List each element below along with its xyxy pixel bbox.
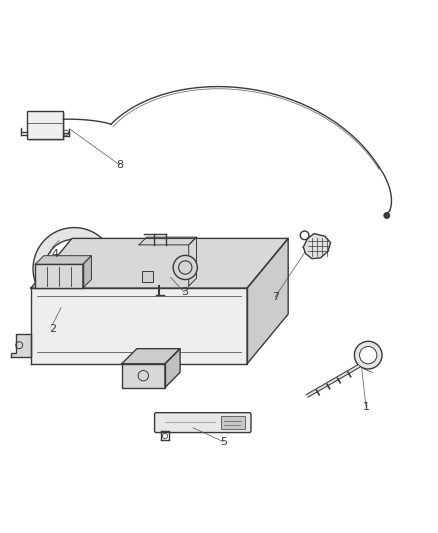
Bar xyxy=(147,237,197,278)
Bar xyxy=(142,271,153,281)
Circle shape xyxy=(45,239,103,298)
Circle shape xyxy=(303,233,307,238)
Bar xyxy=(221,416,245,429)
Circle shape xyxy=(354,341,382,369)
Text: 7: 7 xyxy=(272,292,279,302)
Polygon shape xyxy=(31,238,288,288)
Text: 8: 8 xyxy=(116,160,123,170)
FancyBboxPatch shape xyxy=(155,413,251,433)
Circle shape xyxy=(383,212,390,219)
Polygon shape xyxy=(33,228,115,310)
Polygon shape xyxy=(189,237,197,286)
Text: 2: 2 xyxy=(49,324,56,334)
Polygon shape xyxy=(35,256,92,264)
Bar xyxy=(139,245,189,286)
Bar xyxy=(29,113,66,141)
Circle shape xyxy=(360,346,377,364)
Polygon shape xyxy=(304,233,331,259)
Polygon shape xyxy=(83,256,92,288)
Text: 4: 4 xyxy=(51,248,58,259)
Polygon shape xyxy=(35,264,83,288)
Polygon shape xyxy=(11,334,31,357)
Polygon shape xyxy=(122,364,165,387)
Text: 5: 5 xyxy=(220,437,227,447)
Bar xyxy=(27,111,64,139)
Text: 3: 3 xyxy=(181,287,188,297)
Circle shape xyxy=(173,255,198,280)
Polygon shape xyxy=(165,349,180,387)
Polygon shape xyxy=(122,349,180,364)
Polygon shape xyxy=(247,238,288,364)
Text: 1: 1 xyxy=(363,402,370,412)
Polygon shape xyxy=(139,237,197,245)
Polygon shape xyxy=(31,288,247,364)
